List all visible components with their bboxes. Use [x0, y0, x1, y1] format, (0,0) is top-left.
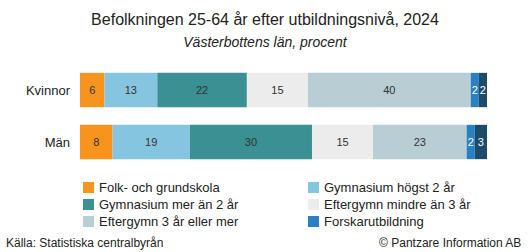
- svg-text:22: 22: [196, 84, 208, 96]
- svg-text:15: 15: [271, 84, 283, 96]
- svg-text:Eftergymn mindre än 3 år: Eftergymn mindre än 3 år: [324, 197, 471, 212]
- svg-text:15: 15: [336, 136, 348, 148]
- svg-text:Eftergymn 3 år eller mer: Eftergymn 3 år eller mer: [99, 214, 239, 229]
- svg-text:Källa: Statistiska centralbyrå: Källa: Statistiska centralbyrån: [6, 236, 163, 250]
- svg-text:13: 13: [125, 84, 137, 96]
- svg-text:2: 2: [472, 84, 478, 96]
- svg-text:Män: Män: [45, 135, 70, 150]
- svg-text:Forskarutbildning: Forskarutbildning: [324, 214, 424, 229]
- svg-text:Folk- och grundskola: Folk- och grundskola: [99, 180, 220, 195]
- svg-text:30: 30: [245, 136, 257, 148]
- svg-text:8: 8: [93, 136, 99, 148]
- svg-text:Kvinnor: Kvinnor: [26, 83, 71, 98]
- svg-text:Västerbottens län, procent: Västerbottens län, procent: [183, 34, 348, 50]
- svg-text:3: 3: [478, 136, 484, 148]
- svg-text:6: 6: [89, 84, 95, 96]
- svg-text:Befolkningen 25-64 år efter ut: Befolkningen 25-64 år efter utbildningsn…: [91, 11, 439, 28]
- svg-text:19: 19: [145, 136, 157, 148]
- svg-text:© Pantzare Information AB: © Pantzare Information AB: [379, 236, 521, 250]
- svg-text:23: 23: [414, 136, 426, 148]
- svg-text:2: 2: [480, 84, 486, 96]
- svg-text:Gymnasium mer än 2 år: Gymnasium mer än 2 år: [99, 197, 239, 212]
- svg-text:40: 40: [383, 84, 395, 96]
- svg-text:2: 2: [468, 136, 474, 148]
- svg-text:Gymnasium högst 2 år: Gymnasium högst 2 år: [324, 180, 455, 195]
